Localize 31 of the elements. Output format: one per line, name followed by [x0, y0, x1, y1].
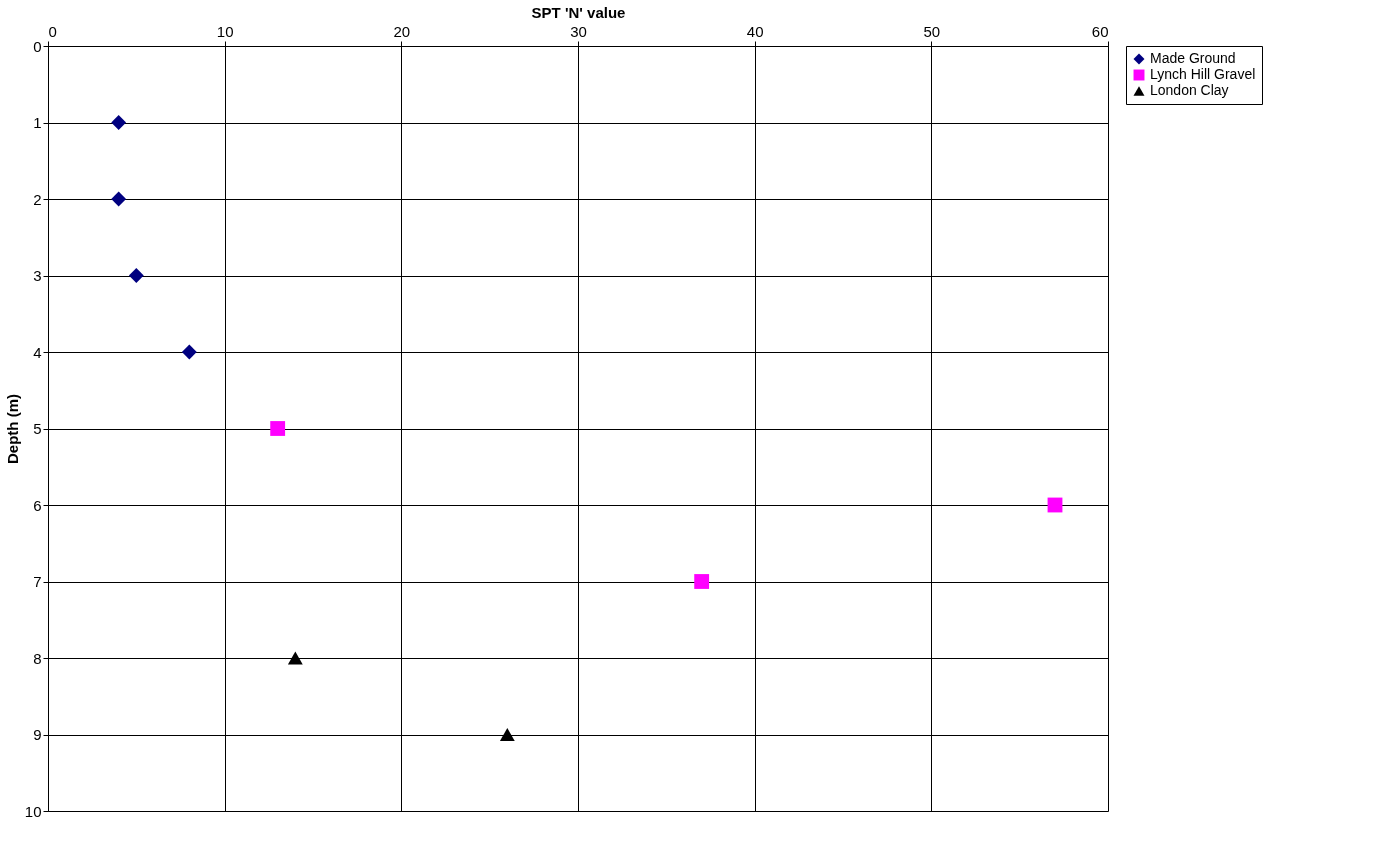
y-tick-label: 9 — [33, 726, 42, 743]
legend-label: Made Ground — [1150, 50, 1236, 66]
point — [694, 574, 710, 589]
x-tick-label: 30 — [570, 22, 587, 40]
x-tick-label: 20 — [393, 22, 411, 40]
y-tick-label: 4 — [33, 343, 42, 361]
legend-label: London Clay — [1150, 82, 1229, 98]
y-tick-label: 2 — [33, 190, 42, 208]
x-axis-title: SPT 'N' value — [531, 3, 626, 21]
x-tick-label: 50 — [923, 22, 941, 40]
x-tick-label: 10 — [216, 22, 234, 40]
y-tick-label: 0 — [33, 37, 42, 55]
y-tick-label: 3 — [33, 267, 42, 284]
y-axis-title: Depth (m) — [3, 394, 21, 464]
legend-label: Lynch Hill Gravel — [1150, 66, 1256, 82]
point — [499, 728, 515, 741]
x-tick-label: 60 — [1091, 22, 1109, 40]
point — [111, 191, 127, 207]
y-tick-label: 5 — [33, 420, 42, 437]
x-tick-label: 40 — [746, 22, 764, 40]
point — [128, 268, 144, 283]
y-tick-label: 7 — [33, 573, 42, 590]
y-tick-label: 1 — [33, 114, 42, 131]
x-tick-label: 0 — [48, 22, 57, 40]
point — [287, 651, 303, 665]
point — [270, 421, 286, 436]
y-tick-label: 6 — [33, 496, 42, 514]
point — [181, 344, 197, 360]
y-tick-label: 10 — [24, 802, 42, 820]
point — [111, 115, 127, 130]
y-tick-label: 8 — [33, 649, 42, 667]
